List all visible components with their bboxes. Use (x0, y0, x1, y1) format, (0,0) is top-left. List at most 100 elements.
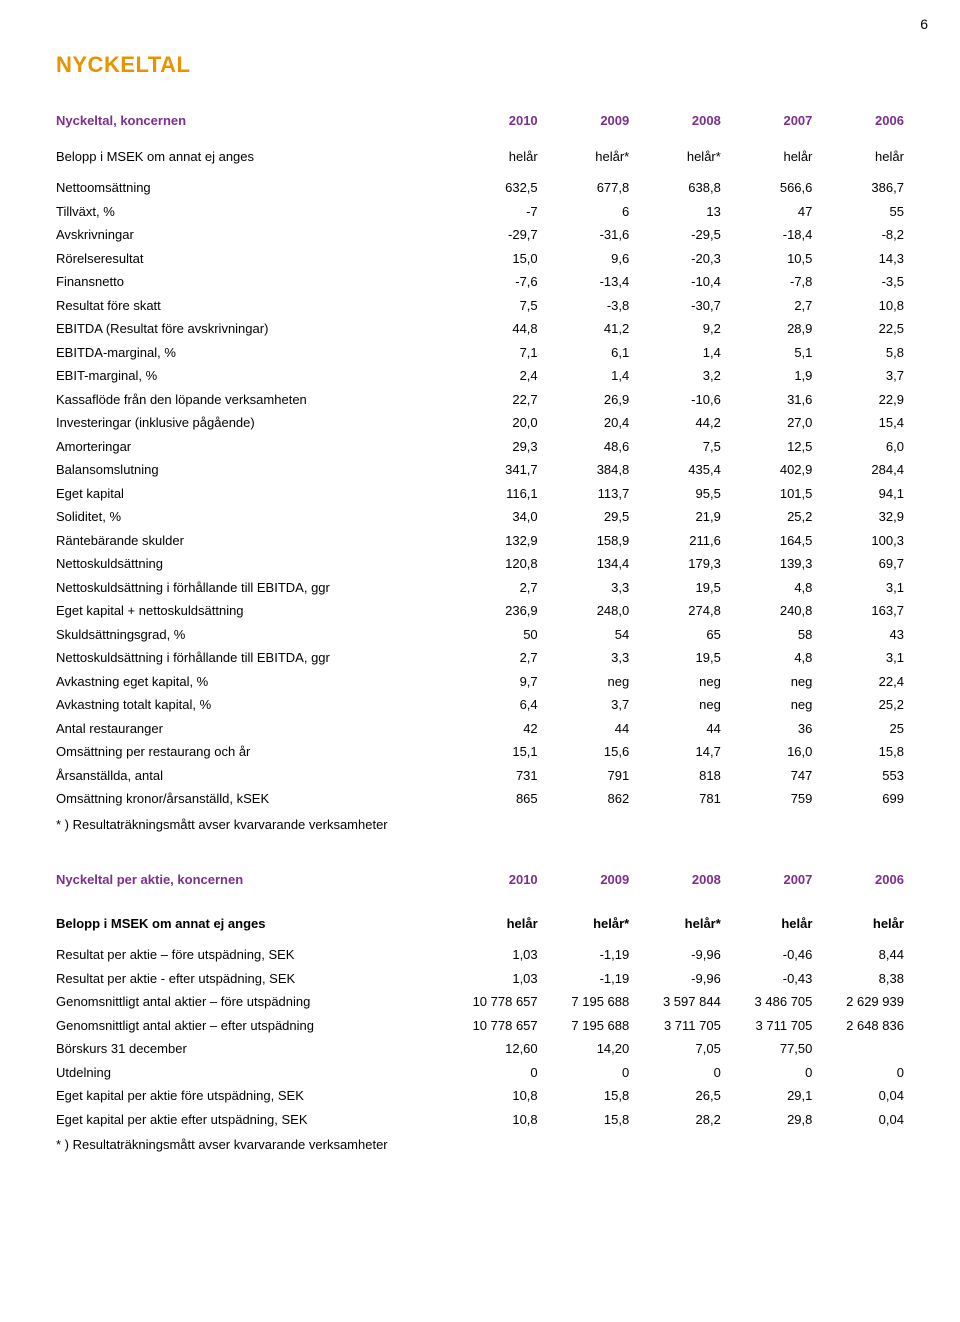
table-row: Genomsnittligt antal aktier – efter utsp… (56, 1014, 904, 1038)
cell: 132,9 (446, 531, 538, 551)
table1-year-0: 2010 (446, 111, 538, 143)
cell: 15,6 (538, 742, 630, 762)
cell: 100,3 (812, 531, 904, 551)
row-label: Börskurs 31 december (56, 1039, 446, 1059)
row-label: Årsanställda, antal (56, 766, 446, 786)
cell: 19,5 (629, 648, 721, 668)
table-row: Resultat per aktie - efter utspädning, S… (56, 967, 904, 991)
cell: neg (721, 695, 813, 715)
cell: 28,9 (721, 319, 813, 339)
table2-subhead-3: helår (721, 914, 813, 934)
table2-header-row: Nyckeltal per aktie, koncernen 2010 2009… (56, 868, 904, 904)
row-label: EBITDA-marginal, % (56, 343, 446, 363)
cell: 29,1 (721, 1086, 813, 1106)
cell: 21,9 (629, 507, 721, 527)
row-label: Eget kapital per aktie före utspädning, … (56, 1086, 446, 1106)
cell: 6 (538, 202, 630, 222)
cell: 14,20 (538, 1039, 630, 1059)
table2-year-4: 2006 (812, 870, 904, 902)
cell: -18,4 (721, 225, 813, 245)
cell: 31,6 (721, 390, 813, 410)
row-label: Eget kapital (56, 484, 446, 504)
main-title: NYCKELTAL (56, 48, 904, 81)
cell: 6,1 (538, 343, 630, 363)
cell: 2 648 836 (812, 1016, 904, 1036)
cell: 15,8 (538, 1086, 630, 1106)
table1-year-4: 2006 (812, 111, 904, 143)
table2-sublabel: Belopp i MSEK om annat ej anges (56, 914, 446, 934)
cell: 36 (721, 719, 813, 739)
table-row: Eget kapital + nettoskuldsättning236,924… (56, 599, 904, 623)
table-row: Rörelseresultat15,09,6-20,310,514,3 (56, 247, 904, 271)
cell: 101,5 (721, 484, 813, 504)
cell: 2,7 (721, 296, 813, 316)
cell: 386,7 (812, 178, 904, 198)
row-label: Omsättning per restaurang och år (56, 742, 446, 762)
cell: 14,3 (812, 249, 904, 269)
table-row: Eget kapital per aktie före utspädning, … (56, 1084, 904, 1108)
cell: 7,1 (446, 343, 538, 363)
cell (812, 1039, 904, 1059)
table2-subheader-row: Belopp i MSEK om annat ej anges helår he… (56, 912, 904, 936)
cell: 9,2 (629, 319, 721, 339)
cell: 22,5 (812, 319, 904, 339)
cell: 25,2 (721, 507, 813, 527)
table-row: Resultat per aktie – före utspädning, SE… (56, 943, 904, 967)
cell: 2,7 (446, 578, 538, 598)
table2-subhead-1: helår* (538, 914, 630, 934)
cell: 0 (721, 1063, 813, 1083)
cell: 3,7 (812, 366, 904, 386)
table-row: EBIT-marginal, %2,41,43,21,93,7 (56, 364, 904, 388)
page-number: 6 (920, 14, 928, 35)
cell: 42 (446, 719, 538, 739)
table2-footnote: * ) Resultaträkningsmått avser kvarvaran… (56, 1135, 904, 1155)
cell: 22,9 (812, 390, 904, 410)
cell: 3,3 (538, 578, 630, 598)
cell: 9,6 (538, 249, 630, 269)
cell: 211,6 (629, 531, 721, 551)
cell: 3,2 (629, 366, 721, 386)
cell: 29,5 (538, 507, 630, 527)
cell: neg (629, 695, 721, 715)
cell: 862 (538, 789, 630, 809)
cell: 25 (812, 719, 904, 739)
cell: 8,44 (812, 945, 904, 965)
row-label: Räntebärande skulder (56, 531, 446, 551)
table-row: Utdelning00000 (56, 1061, 904, 1085)
table-row: Skuldsättningsgrad, %5054655843 (56, 623, 904, 647)
table2-body: Resultat per aktie – före utspädning, SE… (56, 943, 904, 1131)
cell: -7,8 (721, 272, 813, 292)
cell: 402,9 (721, 460, 813, 480)
cell: 22,4 (812, 672, 904, 692)
table2-year-3: 2007 (721, 870, 813, 902)
cell: 6,0 (812, 437, 904, 457)
cell: 10 778 657 (446, 992, 538, 1012)
table-row: Balansomslutning341,7384,8435,4402,9284,… (56, 458, 904, 482)
cell: -7 (446, 202, 538, 222)
cell: 44,2 (629, 413, 721, 433)
cell: 638,8 (629, 178, 721, 198)
table1-year-3: 2007 (721, 111, 813, 143)
cell: 14,7 (629, 742, 721, 762)
table-row: Resultat före skatt7,5-3,8-30,72,710,8 (56, 294, 904, 318)
cell: 384,8 (538, 460, 630, 480)
row-label: Tillväxt, % (56, 202, 446, 222)
row-label: Skuldsättningsgrad, % (56, 625, 446, 645)
cell: 15,4 (812, 413, 904, 433)
row-label: Avkastning eget kapital, % (56, 672, 446, 692)
cell: 3 711 705 (721, 1016, 813, 1036)
row-label: Eget kapital + nettoskuldsättning (56, 601, 446, 621)
cell: 7,5 (629, 437, 721, 457)
cell: 50 (446, 625, 538, 645)
cell: 15,8 (812, 742, 904, 762)
cell: 2,7 (446, 648, 538, 668)
cell: 5,1 (721, 343, 813, 363)
cell: 179,3 (629, 554, 721, 574)
cell: -10,6 (629, 390, 721, 410)
cell: 5,8 (812, 343, 904, 363)
cell: 77,50 (721, 1039, 813, 1059)
cell: 139,3 (721, 554, 813, 574)
cell: -0,43 (721, 969, 813, 989)
table-row: Amorteringar29,348,67,512,56,0 (56, 435, 904, 459)
table-row: Avkastning totalt kapital, %6,43,7negneg… (56, 693, 904, 717)
